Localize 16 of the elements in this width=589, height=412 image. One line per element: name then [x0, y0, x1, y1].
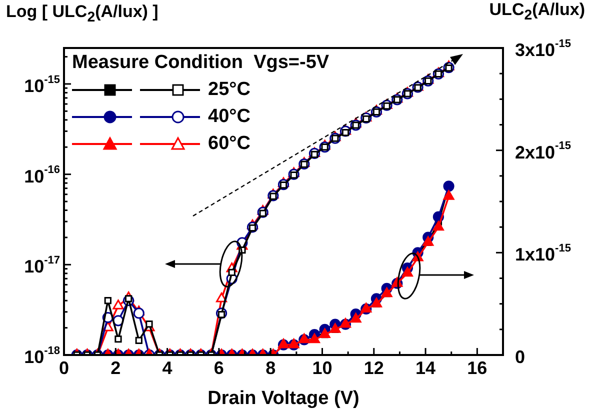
- legend-label: 60°C: [208, 132, 250, 154]
- y-axis-title: Log [ ULC$_{2}$(A/lux) ]: [6, 2, 158, 26]
- x-tick-label: 14: [416, 358, 436, 378]
- x-axis-title: Drain Voltage (V): [206, 388, 360, 410]
- x-tick-label: 10: [312, 358, 332, 378]
- y2-axis-title: ULC$_{2}$(A/lux): [489, 0, 585, 26]
- x-tick-label: 16: [467, 358, 488, 378]
- x-tick-label: 8: [266, 358, 276, 378]
- x-tick-label: 12: [364, 358, 384, 378]
- x-tick-label: 4: [162, 358, 172, 378]
- legend-label: 25°C: [208, 78, 250, 100]
- x-tick-label: 0: [58, 358, 70, 378]
- x-tick-label: 2: [110, 358, 121, 378]
- legend-label: 40°C: [208, 106, 250, 128]
- x-tick-label: 6: [214, 358, 224, 378]
- legend-title: Measure Condition Vgs=-5V: [72, 52, 330, 74]
